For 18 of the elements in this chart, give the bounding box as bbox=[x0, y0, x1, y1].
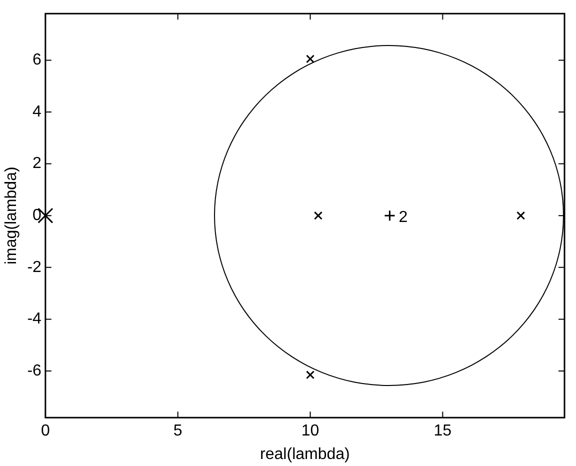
point bbox=[306, 370, 315, 380]
point bbox=[314, 211, 322, 220]
x-tick-label: 15 bbox=[434, 422, 452, 440]
y-tick-label: -2 bbox=[27, 258, 42, 276]
point bbox=[516, 211, 526, 220]
series-label: 2 bbox=[398, 209, 408, 226]
x-tick-label: 5 bbox=[173, 422, 182, 440]
y-axis-title: imag(lambda) bbox=[3, 166, 20, 265]
y-tick-label: 6 bbox=[32, 52, 42, 69]
point bbox=[384, 210, 396, 222]
y-tick-label: 2 bbox=[32, 155, 42, 172]
y-tick-label: 4 bbox=[32, 103, 42, 120]
x-tick-label: 10 bbox=[301, 422, 320, 440]
y-tick-label: 0 bbox=[32, 207, 42, 224]
x-axis-title: real(lambda) bbox=[260, 446, 350, 463]
point bbox=[306, 54, 315, 64]
y-tick-label: -4 bbox=[27, 310, 42, 328]
y-tick-label: -6 bbox=[27, 362, 42, 380]
